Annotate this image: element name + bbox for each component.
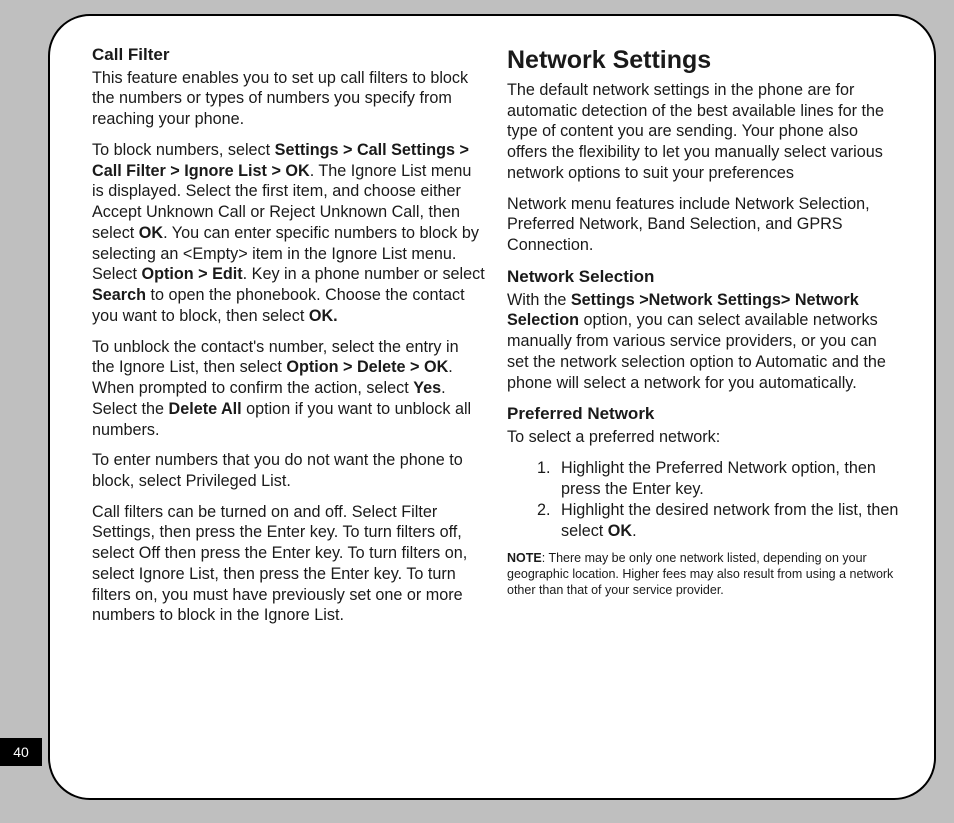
note-label: NOTE	[507, 551, 542, 565]
key-label: Delete All	[169, 400, 242, 418]
text-run: To block numbers, select	[92, 141, 275, 159]
menu-path: Option > Edit	[142, 265, 243, 283]
right-column: Network Settings The default network set…	[507, 44, 900, 772]
note-text: NOTE: There may be only one network list…	[507, 550, 900, 599]
text-run: : There may be only one network listed, …	[507, 551, 893, 598]
body-text: To enter numbers that you do not want th…	[92, 450, 485, 491]
two-column-layout: Call Filter This feature enables you to …	[92, 44, 900, 772]
key-label: OK.	[309, 307, 338, 325]
body-text: With the Settings >Network Settings> Net…	[507, 290, 900, 394]
text-run: to open the phonebook. Choose the contac…	[92, 286, 465, 325]
key-label: OK	[139, 224, 163, 242]
body-text: Call filters can be turned on and off. S…	[92, 502, 485, 626]
network-settings-heading: Network Settings	[507, 44, 900, 76]
preferred-network-heading: Preferred Network	[507, 403, 900, 425]
text-run: .	[632, 522, 637, 540]
body-text: This feature enables you to set up call …	[92, 68, 485, 130]
body-text: Network menu features include Network Se…	[507, 194, 900, 256]
key-label: Search	[92, 286, 146, 304]
body-text: The default network settings in the phon…	[507, 80, 900, 184]
key-label: Yes	[413, 379, 441, 397]
key-label: OK	[608, 522, 632, 540]
body-text: To select a preferred network:	[507, 427, 900, 448]
left-column: Call Filter This feature enables you to …	[92, 44, 485, 772]
list-item: Highlight the desired network from the l…	[555, 500, 900, 541]
text-run: With the	[507, 291, 571, 309]
list-item: Highlight the Preferred Network option, …	[555, 458, 900, 499]
menu-path: Option > Delete > OK	[286, 358, 448, 376]
body-text: To unblock the contact's number, select …	[92, 337, 485, 441]
manual-page: Call Filter This feature enables you to …	[48, 14, 936, 800]
preferred-network-steps: Highlight the Preferred Network option, …	[555, 458, 900, 542]
network-selection-heading: Network Selection	[507, 266, 900, 288]
page-number-badge: 40	[0, 738, 42, 766]
text-run: . Key in a phone number or select	[243, 265, 485, 283]
body-text: To block numbers, select Settings > Call…	[92, 140, 485, 327]
call-filter-heading: Call Filter	[92, 44, 485, 66]
